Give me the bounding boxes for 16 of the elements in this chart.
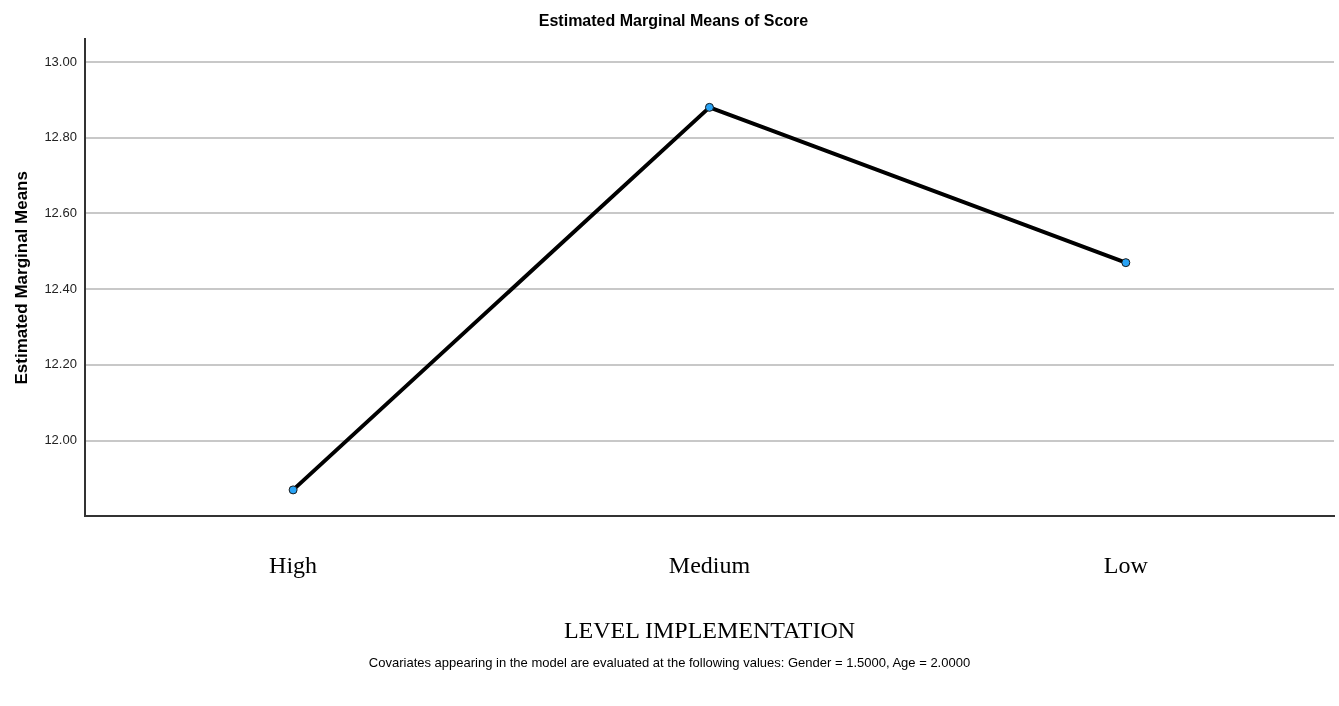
x-axis-title: LEVEL IMPLEMENTATION	[563, 616, 856, 643]
point	[704, 102, 714, 112]
y-tick-label: 12.60	[44, 204, 77, 220]
y-tick-label: 12.40	[44, 280, 77, 296]
point	[288, 485, 298, 495]
chart-title: Estimated Marginal Means of Score	[538, 12, 809, 30]
point	[1121, 258, 1131, 268]
y-tick-label: 13.00	[44, 53, 77, 69]
x-tick-label: Medium	[668, 552, 751, 579]
y-tick-label: 12.20	[44, 356, 77, 372]
y-tick-label: 12.80	[44, 129, 77, 145]
y-tick-label: 12.00	[44, 432, 77, 448]
y-axis-title: Estimated Marginal Means	[11, 171, 31, 385]
text: Covariates appearing in the model are evaluated at the following values: Gender = 1.5000, Age = 2.0000	[367, 655, 972, 670]
x-tick-label: Low	[1103, 552, 1149, 579]
x-tick-label: High	[269, 552, 318, 579]
